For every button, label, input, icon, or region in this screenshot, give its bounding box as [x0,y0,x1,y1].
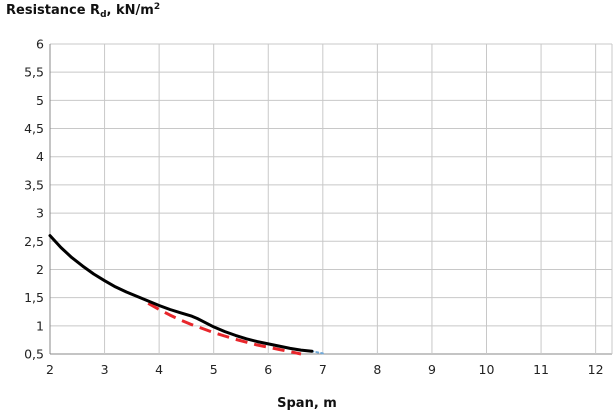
x-tick-label: 6 [264,362,272,377]
grid [49,43,613,355]
x-axis-title: Span, m [277,396,337,411]
y-tick-label: 2 [36,262,44,277]
y-tick-label: 4 [36,149,44,164]
x-axis-ticks: 2 3 4 5 6 7 8 9 10 11 12 [46,362,604,377]
x-tick-label: 7 [319,362,327,377]
series-line-2 [147,301,302,356]
y-tick-label: 0,5 [24,347,44,362]
x-tick-label: 12 [588,362,604,377]
y-axis-title: Resistance Rd, kN/m2 [6,2,161,20]
y-tick-label: 3 [36,206,44,221]
series-layer [48,234,324,356]
x-tick-label: 8 [373,362,381,377]
y-tick-label: 3,5 [24,177,44,192]
y-tick-label: 1,5 [24,290,44,305]
y-axis-ticks: 0,5 1 1,5 2 2,5 3 3,5 4 4,5 5 5,5 6 [24,37,44,362]
x-tick-label: 4 [155,362,163,377]
x-tick-label: 9 [428,362,436,377]
y-tick-label: 5,5 [24,65,44,80]
y-tick-label: 2,5 [24,234,44,249]
y-tick-label: 5 [36,93,44,108]
y-tick-label: 1 [36,318,44,333]
x-tick-label: 10 [479,362,495,377]
x-tick-label: 5 [210,362,218,377]
x-tick-label: 2 [46,362,54,377]
x-tick-label: 11 [533,362,549,377]
y-tick-label: 6 [36,37,44,52]
series-line-1 [48,234,314,353]
x-tick-label: 3 [101,362,109,377]
y-tick-label: 4,5 [24,121,44,136]
